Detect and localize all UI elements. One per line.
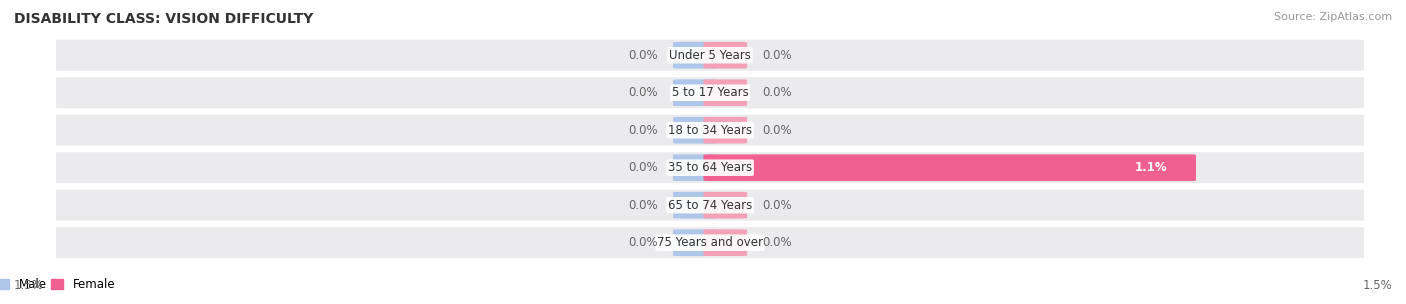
Text: 0.0%: 0.0%	[628, 49, 658, 62]
Text: 0.0%: 0.0%	[762, 49, 792, 62]
FancyBboxPatch shape	[44, 38, 1376, 72]
Text: 18 to 34 Years: 18 to 34 Years	[668, 124, 752, 137]
Text: 0.0%: 0.0%	[762, 236, 792, 249]
Text: 75 Years and over: 75 Years and over	[657, 236, 763, 249]
Text: 0.0%: 0.0%	[628, 124, 658, 137]
FancyBboxPatch shape	[703, 192, 747, 219]
Legend: Male, Female: Male, Female	[0, 274, 120, 296]
Text: DISABILITY CLASS: VISION DIFFICULTY: DISABILITY CLASS: VISION DIFFICULTY	[14, 12, 314, 26]
FancyBboxPatch shape	[703, 154, 1197, 181]
FancyBboxPatch shape	[703, 42, 747, 68]
FancyBboxPatch shape	[673, 79, 717, 106]
Text: 0.0%: 0.0%	[762, 199, 792, 212]
Text: 65 to 74 Years: 65 to 74 Years	[668, 199, 752, 212]
FancyBboxPatch shape	[703, 230, 747, 256]
FancyBboxPatch shape	[673, 117, 717, 143]
FancyBboxPatch shape	[673, 230, 717, 256]
Text: 0.0%: 0.0%	[628, 86, 658, 99]
FancyBboxPatch shape	[44, 151, 1376, 185]
Text: 0.0%: 0.0%	[762, 86, 792, 99]
FancyBboxPatch shape	[44, 188, 1376, 222]
Text: 0.0%: 0.0%	[628, 161, 658, 174]
FancyBboxPatch shape	[673, 154, 717, 181]
FancyBboxPatch shape	[673, 192, 717, 219]
Text: 0.0%: 0.0%	[628, 236, 658, 249]
Text: 1.1%: 1.1%	[1135, 161, 1167, 174]
Text: 0.0%: 0.0%	[628, 199, 658, 212]
Text: 1.5%: 1.5%	[14, 279, 44, 292]
Text: 5 to 17 Years: 5 to 17 Years	[672, 86, 748, 99]
FancyBboxPatch shape	[703, 79, 747, 106]
Text: 0.0%: 0.0%	[762, 124, 792, 137]
Text: Under 5 Years: Under 5 Years	[669, 49, 751, 62]
Text: 35 to 64 Years: 35 to 64 Years	[668, 161, 752, 174]
Text: 1.5%: 1.5%	[1362, 279, 1392, 292]
FancyBboxPatch shape	[44, 76, 1376, 110]
FancyBboxPatch shape	[673, 42, 717, 68]
FancyBboxPatch shape	[44, 226, 1376, 260]
FancyBboxPatch shape	[44, 113, 1376, 147]
FancyBboxPatch shape	[703, 117, 747, 143]
Text: Source: ZipAtlas.com: Source: ZipAtlas.com	[1274, 12, 1392, 22]
